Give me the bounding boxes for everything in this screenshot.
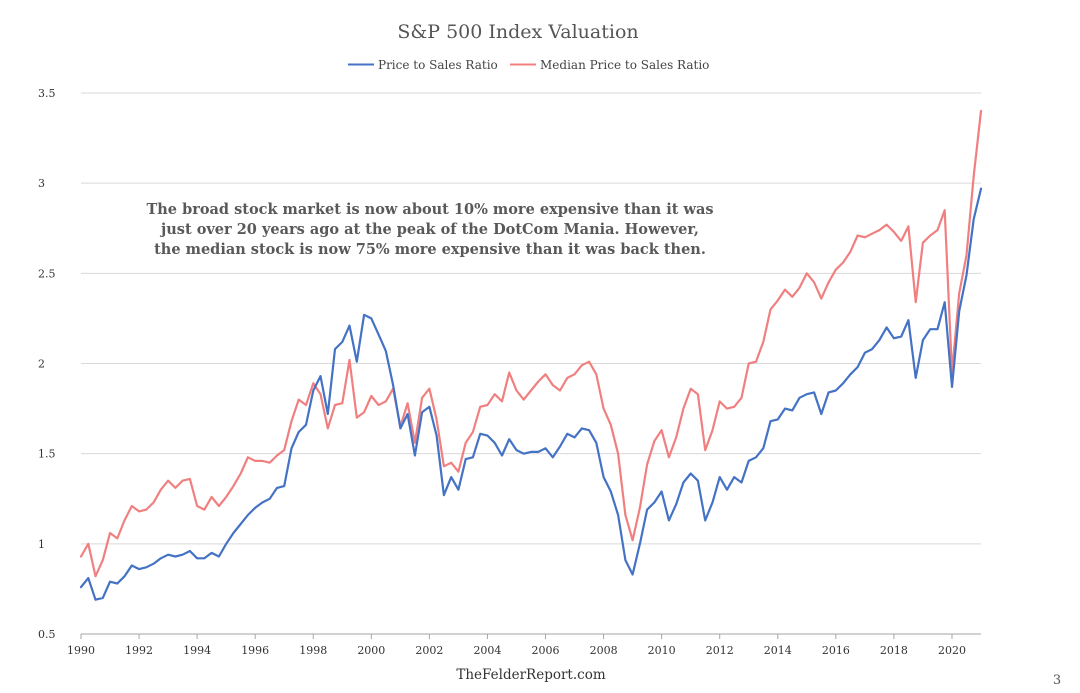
annotation: The broad stock market is now about 10% … <box>146 201 713 258</box>
x-axis-ticks: 1990 1992 1994 1996 1998 2000 2002 2004 2006 2008… <box>67 634 966 657</box>
legend: Price to Sales Ratio Median Price to Sal… <box>348 58 709 72</box>
series-line-median-price-to-sales <box>79 109 983 578</box>
chart-title: S&P 500 Index Valuation <box>397 21 638 43</box>
x-tick-label: 1992 <box>125 644 153 657</box>
legend-label-median-price-to-sales: Median Price to Sales Ratio <box>540 58 709 72</box>
x-tick-label: 2000 <box>357 644 385 657</box>
y-tick-label: 2.5 <box>38 267 56 280</box>
annotation-line-1: The broad stock market is now about 10% … <box>146 201 713 218</box>
x-tick-label: 2016 <box>822 644 850 657</box>
x-tick-label: 2006 <box>532 644 560 657</box>
x-tick-label: 2020 <box>938 644 966 657</box>
y-tick-label: 1 <box>38 538 45 551</box>
y-tick-label: 3.5 <box>38 87 56 100</box>
x-tick-label: 1996 <box>241 644 269 657</box>
series-lines <box>79 109 983 601</box>
y-tick-label: 3 <box>38 177 45 190</box>
x-tick-label: 1990 <box>67 644 95 657</box>
x-tick-label: 2002 <box>415 644 443 657</box>
y-tick-label: 2 <box>38 358 45 371</box>
x-tick-label: 2014 <box>764 644 792 657</box>
x-tick-label: 1994 <box>183 644 211 657</box>
x-tick-label: 2010 <box>648 644 676 657</box>
y-axis-ticks: 0.5 1 1.5 2 2.5 3 3.5 <box>38 87 56 641</box>
x-tick-label: 2004 <box>473 644 501 657</box>
gridlines <box>81 92 981 635</box>
x-tick-label: 2012 <box>706 644 734 657</box>
annotation-line-2: just over 20 years ago at the peak of th… <box>159 221 699 238</box>
series-line-price-to-sales <box>79 187 983 601</box>
annotation-line-3: the median stock is now 75% more expensi… <box>154 241 706 258</box>
legend-label-price-to-sales: Price to Sales Ratio <box>378 58 498 72</box>
x-tick-label: 2018 <box>880 644 908 657</box>
y-tick-label: 1.5 <box>38 448 56 461</box>
footer-source: TheFelderReport.com <box>456 667 605 683</box>
x-tick-label: 2008 <box>590 644 618 657</box>
page-number: 3 <box>1053 673 1061 688</box>
y-tick-label: 0.5 <box>38 628 56 641</box>
x-tick-label: 1998 <box>299 644 327 657</box>
